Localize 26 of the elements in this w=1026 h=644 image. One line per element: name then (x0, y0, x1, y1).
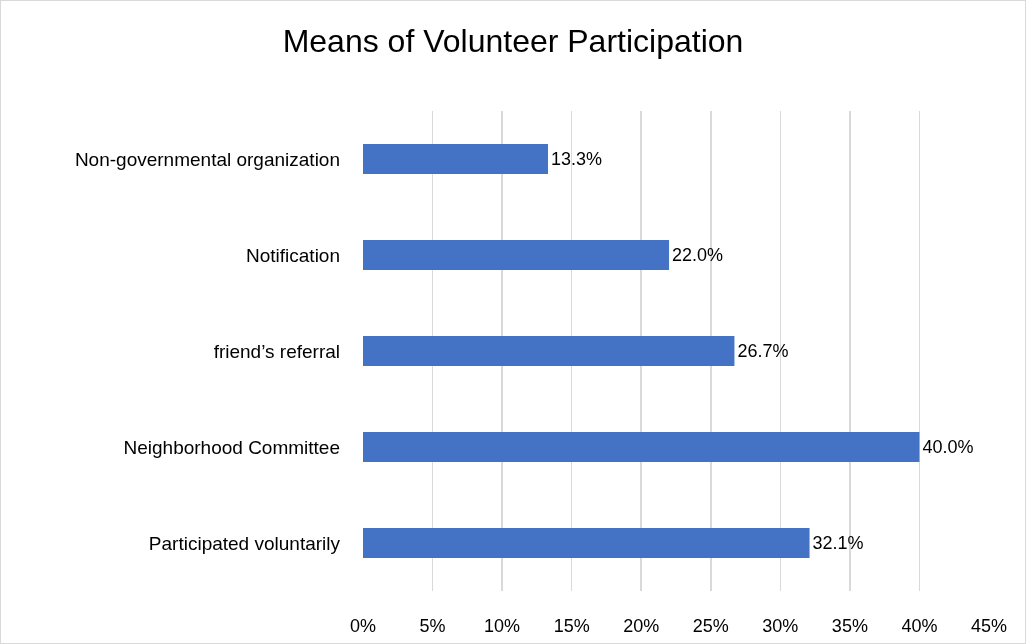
data-label: 40.0% (922, 437, 974, 457)
bar (363, 528, 810, 558)
x-tick-label: 0% (349, 616, 377, 636)
x-tick-label: 25% (692, 616, 729, 636)
x-tick-label: 45% (970, 616, 1008, 636)
data-label: 32.1% (812, 533, 864, 553)
y-tick-label: Neighborhood Committee (123, 436, 340, 458)
data-label: 26.7% (737, 341, 789, 361)
y-tick-label: friend’s referral (213, 340, 340, 362)
x-tick-label: 10% (484, 616, 521, 636)
x-tick-label: 40% (901, 616, 938, 636)
bar (363, 240, 670, 270)
x-tick-label: 30% (762, 616, 799, 636)
x-tick-label: 20% (623, 616, 660, 636)
y-tick-label: Participated voluntarily (148, 532, 341, 554)
x-tick-label: 5% (419, 616, 446, 636)
data-label: 22.0% (672, 245, 724, 265)
bar (363, 144, 549, 174)
bar (363, 432, 920, 462)
x-tick-label: 35% (831, 616, 868, 636)
bar (363, 336, 735, 366)
chart-title: Means of Volunteer Participation (282, 23, 744, 60)
x-tick-label: 15% (553, 616, 590, 636)
y-tick-label: Notification (246, 244, 340, 266)
data-label: 13.3% (551, 149, 603, 169)
y-tick-label: Non-governmental organization (74, 148, 340, 170)
